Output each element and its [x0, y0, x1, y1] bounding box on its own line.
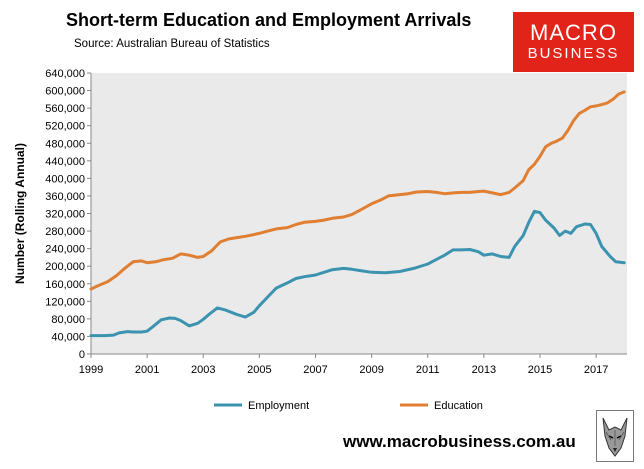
logo-line-2: BUSINESS [527, 45, 620, 62]
chart-title: Short-term Education and Employment Arri… [66, 10, 472, 30]
x-tick-label: 2013 [472, 364, 496, 376]
x-tick-label: 2017 [584, 364, 608, 376]
y-tick-label: 440,000 [45, 156, 85, 168]
y-tick-label: 240,000 [45, 244, 85, 256]
chart-source: Source: Australian Bureau of Statistics [74, 38, 270, 50]
y-tick-label: 640,000 [45, 68, 85, 80]
x-tick-label: 2009 [359, 364, 383, 376]
x-tick-label: 2007 [303, 364, 327, 376]
x-tick-label: 1999 [79, 364, 103, 376]
macro-business-logo: MACRO BUSINESS [513, 12, 634, 72]
series-line-education [89, 90, 626, 291]
x-tick-label: 2015 [528, 364, 552, 376]
y-tick-label: 160,000 [45, 279, 85, 291]
series-line-employment [89, 209, 626, 338]
plot-area [91, 73, 627, 354]
x-tick-label: 2011 [416, 364, 440, 376]
y-tick-label: 280,000 [45, 226, 85, 238]
y-tick-label: 360,000 [45, 191, 85, 203]
y-tick-label: 320,000 [45, 209, 85, 221]
y-tick-label: 40,000 [51, 331, 85, 343]
y-tick-label: 400,000 [45, 173, 85, 185]
x-tick-label: 2003 [191, 364, 215, 376]
x-tick-label: 2005 [247, 364, 271, 376]
wolf-mascot-icon [596, 410, 634, 462]
y-tick-label: 120,000 [45, 296, 85, 308]
y-tick-label: 80,000 [51, 314, 85, 326]
legend-label-education: Education [434, 400, 483, 412]
y-tick-label: 600,000 [45, 86, 85, 98]
y-tick-label: 200,000 [45, 261, 85, 273]
footer-url: www.macrobusiness.com.au [343, 432, 576, 451]
y-axis-title: Number (Rolling Annual) [13, 143, 27, 284]
x-tick-label: 2001 [135, 364, 159, 376]
y-tick-label: 0 [79, 349, 85, 361]
line-chart: 0 40,000 80,000 120,000 160,000 200,000 240,00… [13, 68, 627, 412]
logo-line-1: MACRO [530, 20, 617, 45]
y-tick-label: 480,000 [45, 138, 85, 150]
y-tick-label: 520,000 [45, 121, 85, 133]
y-tick-label: 560,000 [45, 103, 85, 115]
legend-label-employment: Employment [248, 400, 309, 412]
